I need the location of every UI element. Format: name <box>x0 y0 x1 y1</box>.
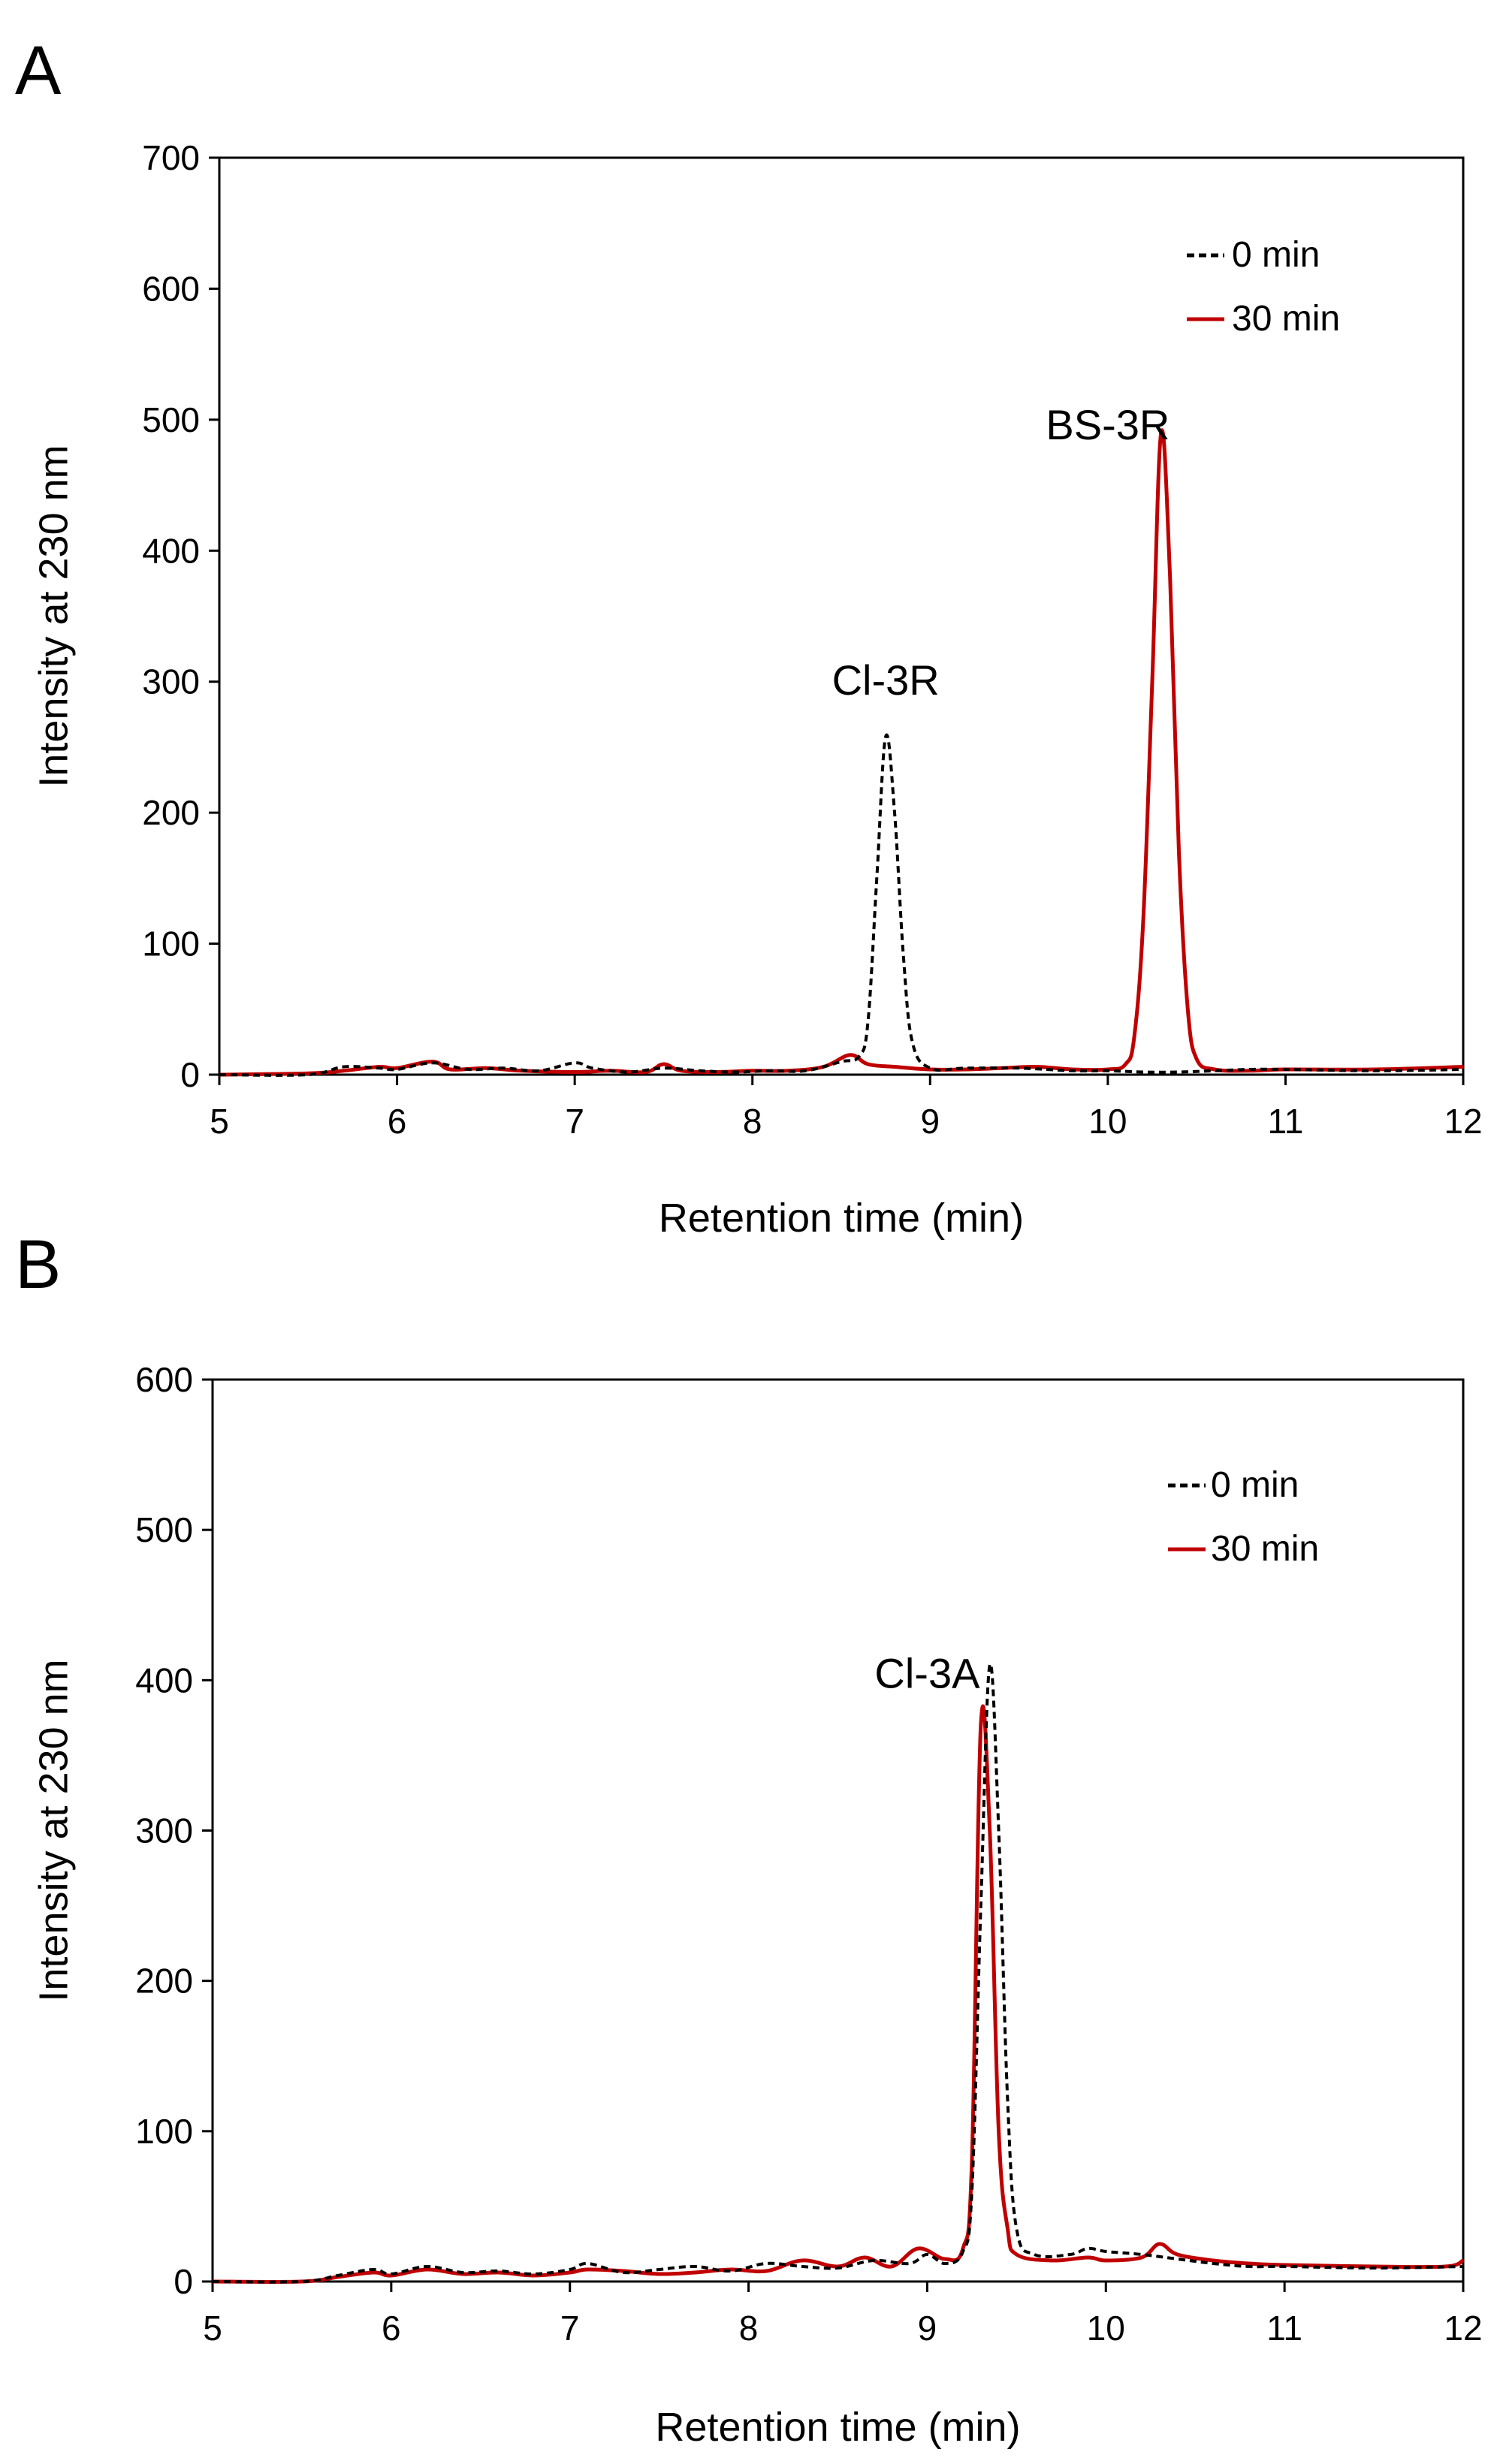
panel-a-xtick-label: 11 <box>1268 1102 1304 1141</box>
panel-b-ytick-label: 500 <box>135 1510 193 1549</box>
panel-b-xtick-label: 7 <box>560 2309 580 2348</box>
panel-a-ytick-label: 500 <box>142 400 200 439</box>
panel-a: A 0 100 200 300 400 500 600 700 5 6 7 8 9 10 11 12 Retent… <box>15 32 1483 1241</box>
panel-b-xtick-label: 9 <box>918 2309 937 2348</box>
panel-a-xtick-label: 5 <box>210 1102 229 1141</box>
panel-b-xtick-label: 5 <box>203 2309 222 2348</box>
panel-a-ytick-label: 700 <box>142 138 200 177</box>
panel-b-y-axis-label: Intensity at 230 nm <box>31 1659 76 2001</box>
panel-a-xtick-label: 6 <box>388 1102 407 1141</box>
panel-a-plot-frame <box>218 156 1465 1076</box>
panel-a-annotation: Cl-3R <box>832 656 940 704</box>
panel-a-ytick-label: 0 <box>180 1055 200 1094</box>
panel-a-ytick-label: 300 <box>142 662 200 701</box>
panel-a-legend-label: 30 min <box>1232 299 1340 339</box>
panel-b-xtick-label: 8 <box>739 2309 759 2348</box>
panel-b-plot-frame <box>211 1378 1465 2283</box>
panel-a-series-30-min <box>219 428 1464 1077</box>
panel-a-ytick-label: 400 <box>142 531 200 570</box>
panel-b-ytick-label: 200 <box>135 1962 193 2001</box>
panel-b-legend-label: 0 min <box>1211 1465 1299 1505</box>
panel-b-ytick-label: 300 <box>135 1811 193 1850</box>
panel-b-annotation: Cl-3A <box>874 1649 980 1696</box>
panel-b-xtick-label: 6 <box>382 2309 401 2348</box>
panel-a-series-0-min <box>219 733 1464 1077</box>
panel-b-xtick-label: 11 <box>1266 2309 1302 2348</box>
panel-b-series-30-min <box>212 1704 1465 2284</box>
panel-b-ytick-label: 0 <box>174 2262 193 2301</box>
panel-b: B 0 100 200 300 400 500 600 5 6 7 8 9 10 11 12 Retention… <box>15 1226 1483 2450</box>
panel-b-letter: B <box>15 1226 61 1303</box>
panel-b-ytick-label: 600 <box>135 1360 193 1399</box>
panel-a-xtick-label: 12 <box>1444 1102 1482 1141</box>
panel-a-xtick-label: 9 <box>920 1102 940 1141</box>
panel-a-letter: A <box>15 32 62 109</box>
panel-a-ytick-label: 100 <box>142 924 200 964</box>
panel-b-x-axis-label: Retention time (min) <box>655 2405 1020 2450</box>
panel-a-xtick-label: 8 <box>743 1102 762 1141</box>
panel-b-xtick-label: 12 <box>1444 2309 1482 2348</box>
panel-a-ytick-label: 200 <box>142 793 200 832</box>
panel-a-y-axis-label: Intensity at 230 nm <box>31 445 76 787</box>
panel-a-ytick-label: 600 <box>142 269 200 308</box>
panel-b-ytick-label: 400 <box>135 1660 193 1699</box>
panel-a-legend-label: 0 min <box>1232 235 1320 275</box>
panel-b-legend-label: 30 min <box>1211 1529 1319 1569</box>
panel-a-x-axis-label: Retention time (min) <box>659 1196 1024 1241</box>
panel-b-ytick-label: 100 <box>135 2112 193 2151</box>
panel-b-series-0-min <box>212 1662 1464 2284</box>
panel-a-xtick-label: 7 <box>565 1102 584 1141</box>
panel-b-xtick-label: 10 <box>1087 2309 1125 2348</box>
panel-a-annotation: BS-3R <box>1046 401 1170 448</box>
panel-a-xtick-label: 10 <box>1088 1102 1127 1141</box>
